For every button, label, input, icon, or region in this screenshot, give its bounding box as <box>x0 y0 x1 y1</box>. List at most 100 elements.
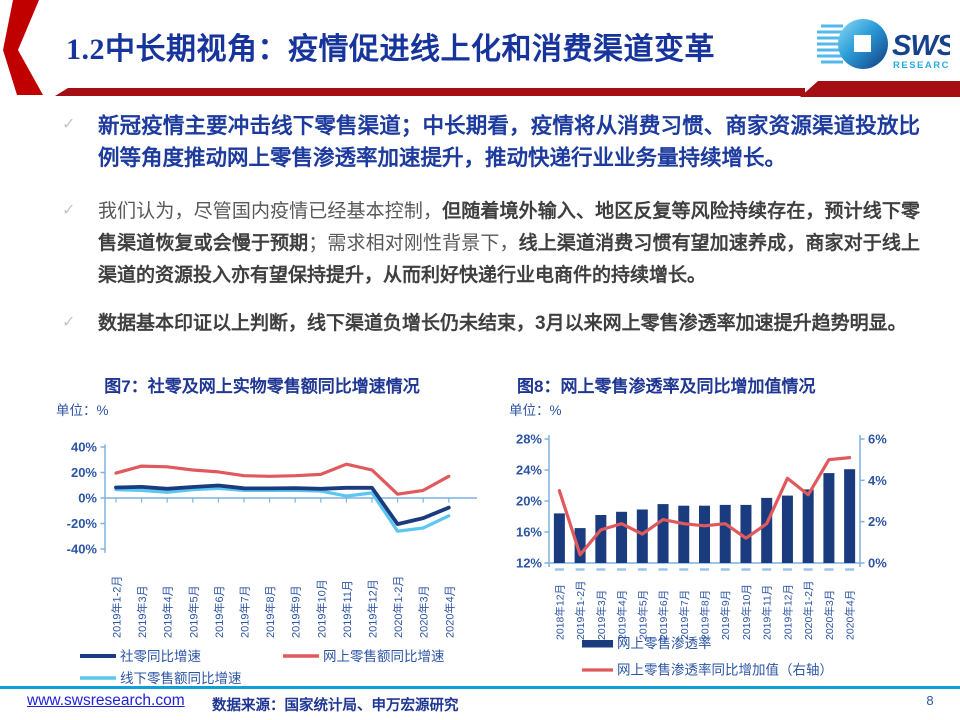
svg-text:2019年8月: 2019年8月 <box>699 590 712 640</box>
svg-text:-40%: -40% <box>67 542 98 557</box>
checkmark-icon: ✓ <box>62 314 76 331</box>
bullet-list: ✓ 新冠疫情主要冲击线下零售渠道；中长期看，疫情将从消费习惯、商家资源渠道投放比例… <box>62 110 938 340</box>
svg-text:0%: 0% <box>868 556 887 571</box>
bar <box>595 515 607 563</box>
svg-text:4%: 4% <box>868 473 887 488</box>
logo-sws-text: SWS <box>892 30 950 62</box>
svg-text:2019年5月: 2019年5月 <box>636 590 649 640</box>
svg-text:2019年4月: 2019年4月 <box>616 590 629 640</box>
header-chevron-decoration <box>3 0 43 95</box>
page-title-text: 中长期视角：疫情促进线上化和消费渠道变革 <box>105 33 715 66</box>
svg-text:2019年1-2月: 2019年1-2月 <box>110 576 124 638</box>
figure8-bar-line-chart: 28% 24% 20% 16% 12% 6% 4% 2% 0% 2018年12月 2019年1-2月… <box>516 432 887 678</box>
page-title: 1.2中长期视角：疫情促进线上化和消费渠道变革 <box>66 24 715 68</box>
logo-square-icon <box>854 35 871 52</box>
svg-text:2019年1-2月: 2019年1-2月 <box>574 580 587 640</box>
header-rule-right <box>800 81 960 97</box>
svg-text:6%: 6% <box>868 432 887 447</box>
svg-text:网上零售额同比增速: 网上零售额同比增速 <box>323 649 445 664</box>
figure7-line-chart: 40% 20% 0% -20% -40% 2019年1-2月 2019年3月 2019年4月 2… <box>67 440 477 686</box>
bar <box>802 489 814 563</box>
line-series-0 <box>114 483 451 526</box>
bullet-item-3: ✓ 数据基本印证以上判断，线下渠道负增长仍未结束，3月以来网上零售渗透率加速提升趋… <box>62 308 938 340</box>
footer-rule <box>0 686 960 689</box>
bullet-text: 新冠疫情主要冲击线下零售渠道；中长期看，疫情将从消费习惯、商家资源渠道投放比例等… <box>98 114 920 170</box>
svg-text:2020年1-2月: 2020年1-2月 <box>391 576 405 638</box>
figure7-title: 图7：社零及网上实物零售额同比增速情况 <box>104 377 420 396</box>
svg-text:2019年8月: 2019年8月 <box>263 585 277 638</box>
bullet-text: 我们认为，尽管国内疫情已经基本控制，但随着境外输入、地区反复等风险持续存在，预计… <box>98 201 920 286</box>
bar <box>657 504 669 563</box>
svg-text:24%: 24% <box>516 463 542 478</box>
svg-text:2020年4月: 2020年4月 <box>442 585 456 638</box>
plot-area: 40% 20% 0% -20% -40% 2019年1-2月 2019年3月 2019年4月 2… <box>67 440 477 638</box>
bar <box>636 509 648 563</box>
svg-text:2019年5月: 2019年5月 <box>186 585 200 638</box>
sws-logo: SWS RESEARCH <box>817 19 950 71</box>
bar <box>761 497 773 563</box>
page-title-number: 1.2 <box>66 33 105 66</box>
bullet-item-2: ✓ 我们认为，尽管国内疫情已经基本控制，但随着境外输入、地区反复等风险持续存在，预… <box>62 196 938 292</box>
svg-text:2019年12月: 2019年12月 <box>366 579 380 638</box>
svg-text:2019年11月: 2019年11月 <box>340 580 354 638</box>
svg-text:2019年10月: 2019年10月 <box>314 579 328 638</box>
svg-text:2%: 2% <box>868 514 887 529</box>
bar <box>699 505 710 563</box>
svg-text:0%: 0% <box>78 491 97 506</box>
header-rule-left <box>55 88 805 96</box>
bullet-text: 数据基本印证以上判断，线下渠道负增长仍未结束，3月以来网上零售渗透率加速提升趋势… <box>98 313 907 334</box>
svg-text:2019年6月: 2019年6月 <box>212 585 226 638</box>
bar <box>844 469 856 563</box>
footer-page-number: 8 <box>926 693 934 708</box>
footer-data-source: 数据来源：国家统计局、申万宏源研究 <box>212 698 459 714</box>
svg-text:2019年9月: 2019年9月 <box>289 585 303 638</box>
bar <box>553 513 565 563</box>
svg-text:2019年9月: 2019年9月 <box>719 590 732 640</box>
svg-text:2019年3月: 2019年3月 <box>135 585 149 638</box>
bar <box>740 504 752 563</box>
svg-text:40%: 40% <box>71 440 97 455</box>
bar <box>678 505 690 563</box>
figure8-title: 图8：网上零售渗透率及同比增加值情况 <box>517 377 816 396</box>
svg-text:社零同比增速: 社零同比增速 <box>120 649 201 664</box>
svg-text:28%: 28% <box>516 432 542 447</box>
bar <box>719 504 731 563</box>
svg-text:2020年1-2月: 2020年1-2月 <box>802 580 815 640</box>
bar <box>781 495 793 563</box>
svg-text:16%: 16% <box>516 525 542 540</box>
svg-text:2018年12月: 2018年12月 <box>553 584 566 640</box>
svg-text:20%: 20% <box>71 465 97 480</box>
svg-text:2019年12月: 2019年12月 <box>781 584 794 640</box>
svg-text:2019年4月: 2019年4月 <box>161 585 175 638</box>
svg-text:-20%: -20% <box>67 516 98 531</box>
plot-area: 28% 24% 20% 16% 12% 6% 4% 2% 0% 2018年12月 2019年1-2月… <box>516 432 887 641</box>
svg-text:12%: 12% <box>516 556 542 571</box>
line-series-1 <box>114 462 451 496</box>
bullet-item-1: ✓ 新冠疫情主要冲击线下零售渠道；中长期看，疫情将从消费习惯、商家资源渠道投放比例… <box>62 110 938 174</box>
figure7-unit-label: 单位：% <box>56 403 109 418</box>
checkmark-icon: ✓ <box>62 116 76 133</box>
svg-text:线下零售额同比增速: 线下零售额同比增速 <box>120 671 242 686</box>
svg-text:2020年4月: 2020年4月 <box>844 590 857 640</box>
line-series <box>557 456 852 557</box>
bar <box>616 511 628 563</box>
footer-website-link[interactable]: www.swsresearch.com <box>27 692 185 709</box>
svg-text:2019年7月: 2019年7月 <box>238 585 252 638</box>
svg-text:网上零售渗透率同比增加值（右轴）: 网上零售渗透率同比增加值（右轴） <box>617 662 833 678</box>
svg-text:网上零售渗透率: 网上零售渗透率 <box>617 635 712 651</box>
svg-text:2019年6月: 2019年6月 <box>657 590 670 640</box>
svg-text:2020年3月: 2020年3月 <box>417 585 431 638</box>
bar <box>823 473 835 563</box>
logo-research-text: RESEARCH <box>893 60 950 71</box>
line-series-2 <box>114 486 451 533</box>
svg-text:2020年3月: 2020年3月 <box>823 590 836 640</box>
svg-text:2019年10月: 2019年10月 <box>740 584 753 640</box>
svg-text:2019年11月: 2019年11月 <box>761 585 774 640</box>
svg-text:2019年3月: 2019年3月 <box>595 590 608 640</box>
svg-text:20%: 20% <box>516 494 542 509</box>
checkmark-icon: ✓ <box>62 202 76 219</box>
figure8-unit-label: 单位：% <box>509 403 562 418</box>
